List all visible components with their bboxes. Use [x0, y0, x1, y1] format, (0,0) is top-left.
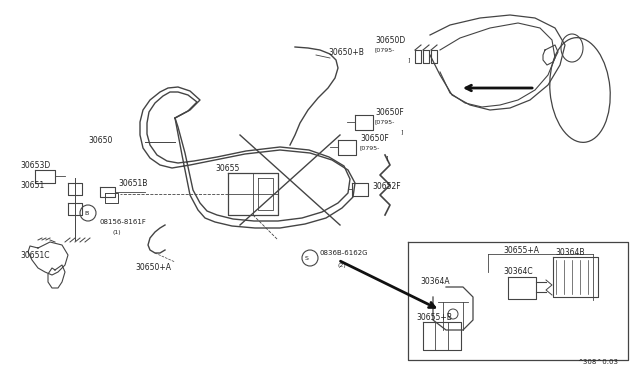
Text: 30650+B: 30650+B — [328, 48, 364, 57]
Text: 30364A: 30364A — [420, 278, 450, 286]
Text: S: S — [305, 256, 309, 260]
Text: ]: ] — [400, 129, 403, 135]
Text: ]: ] — [385, 155, 387, 160]
Text: 30652F: 30652F — [372, 182, 401, 190]
Text: ]: ] — [407, 58, 410, 62]
Text: 30650+A: 30650+A — [135, 263, 171, 273]
Text: 30364C: 30364C — [503, 267, 532, 276]
Text: [0795-: [0795- — [360, 145, 380, 151]
Text: 30650D: 30650D — [375, 35, 405, 45]
Text: 30651B: 30651B — [118, 179, 147, 187]
Text: [0795-: [0795- — [375, 48, 396, 52]
Text: 30650: 30650 — [88, 135, 113, 144]
Text: 30651: 30651 — [20, 180, 44, 189]
Text: 30651C: 30651C — [20, 250, 49, 260]
Text: 30650F: 30650F — [375, 108, 404, 116]
Text: 30655+B: 30655+B — [416, 312, 452, 321]
Text: 0836B-6162G: 0836B-6162G — [320, 250, 369, 256]
Text: 30650F: 30650F — [360, 134, 388, 142]
Text: 30655+A: 30655+A — [503, 246, 539, 254]
Text: 30364B: 30364B — [555, 247, 584, 257]
Text: B: B — [84, 211, 88, 215]
Text: 30653D: 30653D — [20, 160, 51, 170]
Text: 30655: 30655 — [215, 164, 239, 173]
Text: 08156-8161F: 08156-8161F — [99, 219, 146, 225]
Text: [0795-: [0795- — [375, 119, 396, 125]
Text: (1): (1) — [112, 230, 120, 234]
Text: (2): (2) — [338, 263, 347, 267]
Text: ^308^0.03: ^308^0.03 — [577, 359, 618, 365]
